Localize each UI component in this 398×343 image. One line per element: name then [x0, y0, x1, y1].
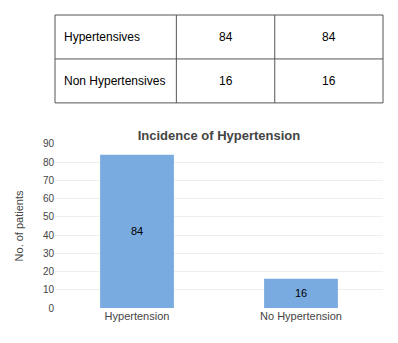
- svg-text:Incidence of Hypertension: Incidence of Hypertension: [138, 128, 301, 143]
- svg-text:60: 60: [43, 193, 55, 204]
- svg-text:Hypertension: Hypertension: [105, 310, 170, 322]
- svg-text:50: 50: [43, 211, 55, 222]
- svg-text:Hypertensives: Hypertensives: [64, 30, 140, 44]
- svg-text:Non Hypertensives: Non Hypertensives: [64, 74, 165, 88]
- svg-text:30: 30: [43, 248, 55, 259]
- svg-text:84: 84: [322, 30, 336, 44]
- svg-text:80: 80: [43, 157, 55, 168]
- svg-text:40: 40: [43, 230, 55, 241]
- svg-text:20: 20: [43, 266, 55, 277]
- svg-text:16: 16: [322, 74, 336, 88]
- svg-text:No Hypertension: No Hypertension: [260, 310, 342, 322]
- svg-text:0: 0: [48, 303, 54, 314]
- svg-text:No. of patients: No. of patients: [13, 190, 25, 261]
- svg-text:84: 84: [131, 225, 143, 237]
- svg-text:84: 84: [219, 30, 233, 44]
- svg-text:16: 16: [219, 74, 233, 88]
- svg-text:90: 90: [43, 138, 55, 149]
- svg-text:10: 10: [43, 284, 55, 295]
- svg-text:16: 16: [295, 287, 307, 299]
- svg-text:70: 70: [43, 175, 55, 186]
